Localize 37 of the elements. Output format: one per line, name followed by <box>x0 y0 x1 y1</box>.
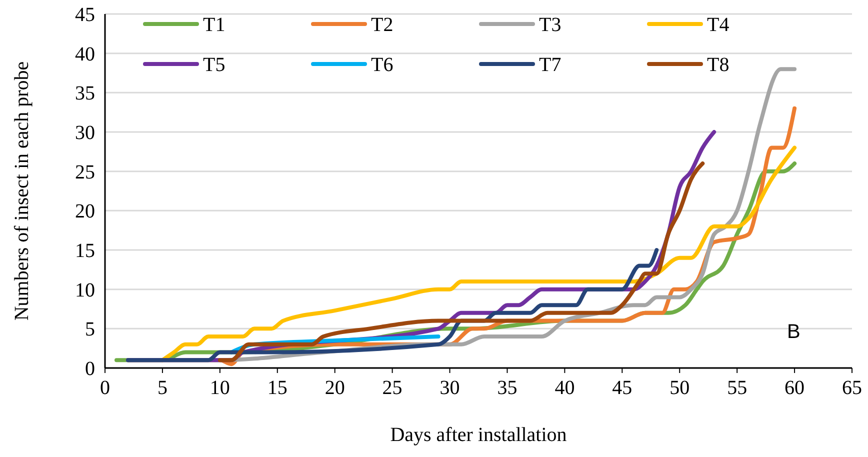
legend-label: T4 <box>707 14 730 36</box>
legend-label: T6 <box>371 54 394 76</box>
y-tick-label: 35 <box>75 82 95 105</box>
x-tick-label: 35 <box>497 377 518 399</box>
legend-label: T1 <box>203 14 226 36</box>
x-tick-label: 5 <box>157 377 168 399</box>
y-tick-label: 20 <box>75 200 95 223</box>
y-tick-label: 10 <box>75 279 95 302</box>
y-tick-label: 0 <box>85 358 95 380</box>
x-tick-label: 25 <box>382 377 402 399</box>
legend-label: T5 <box>203 54 226 76</box>
line-series <box>126 248 659 362</box>
x-tick-label: 55 <box>727 377 748 399</box>
y-tick-label: 5 <box>85 318 95 341</box>
x-axis-title: Days after installation <box>390 424 567 446</box>
x-tick-label: 50 <box>670 377 690 399</box>
annotation: B <box>787 321 800 343</box>
y-tick-label: 30 <box>75 122 95 144</box>
x-tick-label: 45 <box>612 377 632 399</box>
legend-label: T7 <box>539 54 562 76</box>
x-tick-label: 10 <box>210 377 230 399</box>
x-tick-label: 0 <box>100 377 110 399</box>
y-tick-label: 25 <box>75 161 95 184</box>
y-tick-label: 45 <box>75 4 95 26</box>
line-series <box>218 161 705 362</box>
x-tick-label: 30 <box>440 377 460 399</box>
x-tick-label: 15 <box>267 377 288 399</box>
legend-label: T2 <box>371 14 394 36</box>
y-axis-title: Numbers of insect in each probe <box>11 61 33 321</box>
x-tick-label: 65 <box>842 377 862 399</box>
y-tick-label: 40 <box>75 43 95 66</box>
y-tick-label: 15 <box>75 240 95 262</box>
x-tick-label: 20 <box>324 377 345 399</box>
x-tick-label: 40 <box>554 377 575 399</box>
legend-label: T3 <box>539 14 562 36</box>
legend-label: T8 <box>707 54 730 76</box>
x-tick-label: 60 <box>784 377 805 399</box>
